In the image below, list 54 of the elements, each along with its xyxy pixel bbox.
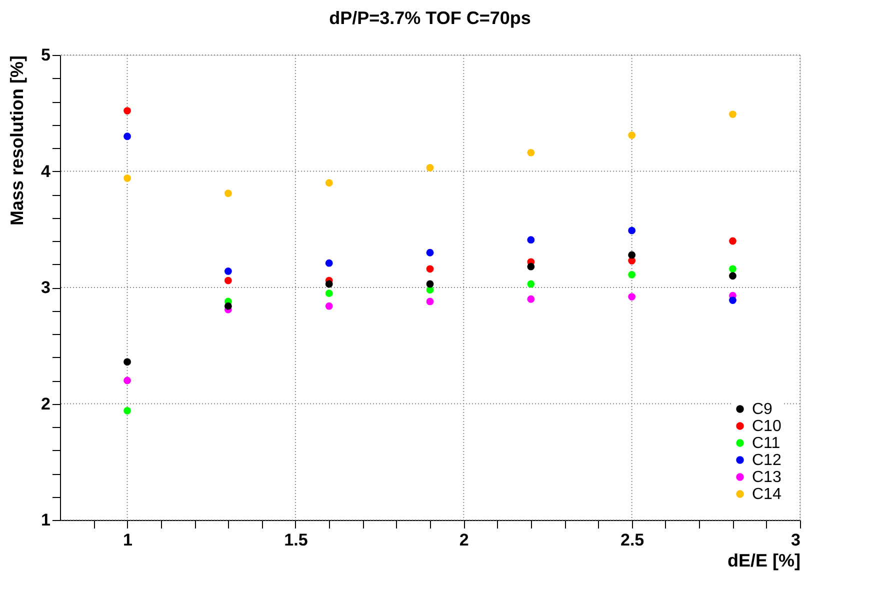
- point: [426, 265, 434, 273]
- legend-label: C12: [752, 452, 782, 469]
- legend-label: C13: [752, 469, 782, 486]
- point: [426, 248, 434, 256]
- y-axis-title: Mass resolution [%]: [7, 56, 28, 226]
- y-tick-label: 3: [41, 278, 50, 297]
- point: [527, 295, 535, 303]
- point: [628, 293, 636, 300]
- point: [224, 190, 232, 198]
- point: [224, 268, 232, 275]
- point: [729, 265, 736, 273]
- point: [729, 296, 736, 304]
- point: [527, 262, 535, 270]
- point: [729, 272, 736, 280]
- point: [527, 148, 535, 156]
- point: [628, 132, 636, 139]
- x-tick-label: 1.5: [284, 530, 308, 550]
- point: [124, 407, 131, 414]
- point: [426, 164, 434, 172]
- point: [124, 376, 131, 384]
- y-tick-label: 2: [41, 394, 50, 414]
- chart-title: dP/P=3.7% TOF C=70ps: [329, 8, 531, 28]
- y-tick-label: 1: [41, 510, 50, 530]
- point: [426, 298, 434, 306]
- point: [325, 280, 333, 288]
- x-axis-title: dE/E [%]: [727, 550, 800, 570]
- point: [527, 280, 535, 288]
- y-tick-label: 4: [41, 162, 52, 181]
- point: [124, 358, 131, 366]
- point: [527, 236, 535, 244]
- x-tick-label: 2.5: [620, 530, 644, 550]
- point: [124, 132, 131, 140]
- point: [729, 110, 736, 118]
- point: [325, 290, 333, 298]
- point: [224, 276, 232, 284]
- point: [124, 174, 131, 182]
- point: [325, 179, 333, 187]
- point: [426, 280, 434, 288]
- point: [628, 251, 636, 259]
- legend-label: C10: [752, 418, 782, 435]
- point: [325, 302, 333, 310]
- x-tick-label: 3: [791, 530, 800, 550]
- point: [628, 226, 636, 234]
- point: [729, 237, 736, 245]
- x-tick-label: 1: [123, 530, 133, 550]
- point: [224, 302, 232, 310]
- legend-label: C11: [752, 435, 780, 452]
- y-tick-label: 5: [41, 46, 50, 64]
- x-tick-label: 2: [459, 530, 469, 550]
- legend-label: C9: [752, 401, 773, 418]
- point: [124, 107, 131, 114]
- point: [325, 259, 333, 267]
- point: [628, 271, 636, 278]
- legend-label: C14: [752, 486, 782, 503]
